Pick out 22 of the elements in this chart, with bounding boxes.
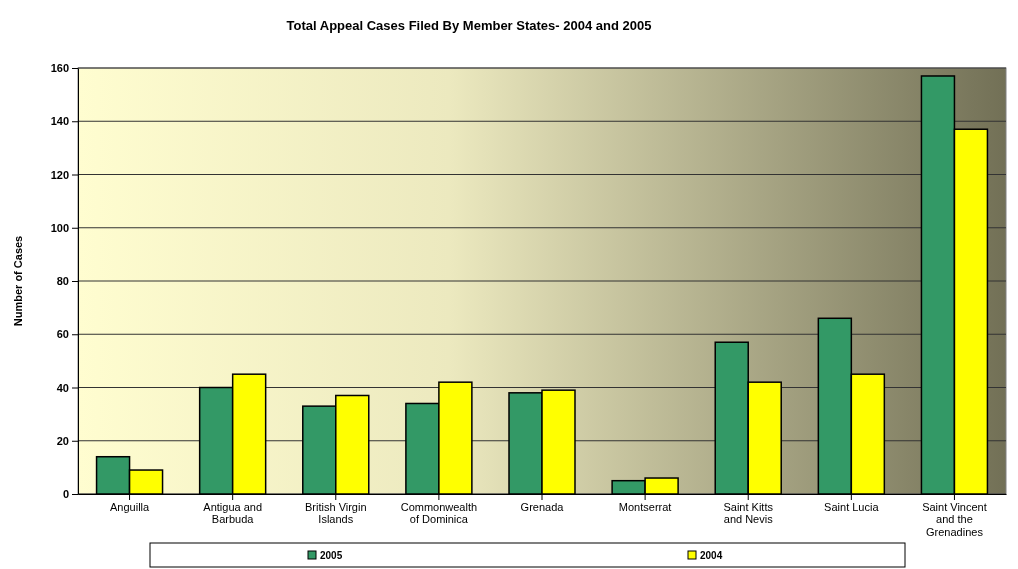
x-tick-label: Grenada	[520, 500, 565, 513]
legend-label: 2004	[700, 550, 723, 561]
y-tick-label: 80	[56, 275, 69, 288]
x-tick-label: Antigua and Barbuda	[203, 500, 263, 526]
y-tick-label: 140	[50, 115, 69, 128]
x-tick-label: Montserrat	[618, 500, 672, 513]
x-tick-label: Saint Lucia	[824, 500, 880, 513]
x-tick-label: British Virgin Islands	[305, 500, 367, 526]
x-tick-label: Commonwealth of Dominica	[400, 500, 478, 526]
y-axis-title: Number of Cases	[12, 235, 24, 327]
x-tick-label: Anguilla	[109, 500, 151, 513]
y-tick-label: 40	[56, 381, 69, 394]
y-tick-label: 20	[56, 434, 69, 447]
x-tick-label: Saint Kitts and Nevis	[723, 500, 774, 526]
y-tick-label: 160	[50, 62, 69, 75]
y-tick-label: 60	[56, 328, 69, 341]
y-tick-label: 100	[50, 221, 69, 234]
chart-title: Total Appeal Cases Filed By Member States- 2004 and 2005	[286, 18, 652, 33]
legend-label: 2005	[320, 550, 343, 561]
y-tick-label: 120	[50, 168, 69, 181]
x-tick-label: Saint Vincent and the Grenadines	[922, 500, 987, 539]
y-tick-label: 0	[62, 488, 69, 501]
